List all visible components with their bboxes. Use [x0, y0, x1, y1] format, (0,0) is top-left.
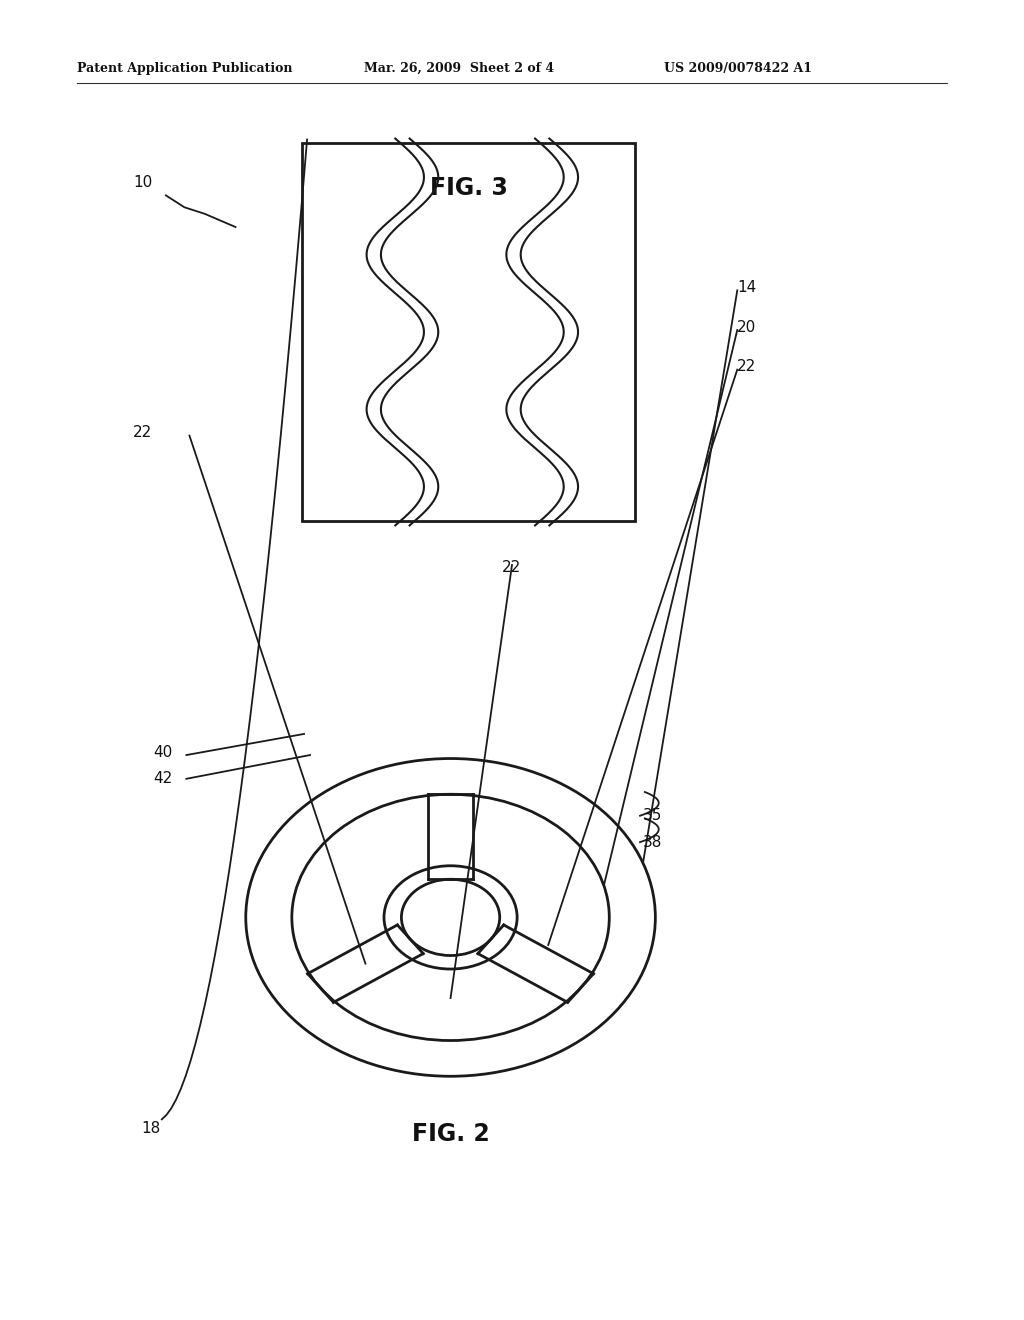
- Text: 42: 42: [154, 771, 173, 787]
- Text: 22: 22: [133, 425, 153, 441]
- Text: 38: 38: [643, 834, 663, 850]
- Text: 40: 40: [154, 744, 173, 760]
- Text: 35: 35: [643, 808, 663, 824]
- Text: 20: 20: [737, 319, 757, 335]
- Text: 22: 22: [502, 560, 521, 576]
- Text: FIG. 2: FIG. 2: [412, 1122, 489, 1147]
- Text: FIG. 3: FIG. 3: [429, 176, 508, 199]
- Text: US 2009/0078422 A1: US 2009/0078422 A1: [664, 62, 812, 75]
- Text: 10: 10: [133, 174, 153, 190]
- Bar: [302, 143, 635, 521]
- Text: Patent Application Publication: Patent Application Publication: [77, 62, 292, 75]
- Text: Mar. 26, 2009  Sheet 2 of 4: Mar. 26, 2009 Sheet 2 of 4: [364, 62, 554, 75]
- Text: 22: 22: [737, 359, 757, 375]
- Text: 14: 14: [737, 280, 757, 296]
- Text: 18: 18: [141, 1121, 161, 1137]
